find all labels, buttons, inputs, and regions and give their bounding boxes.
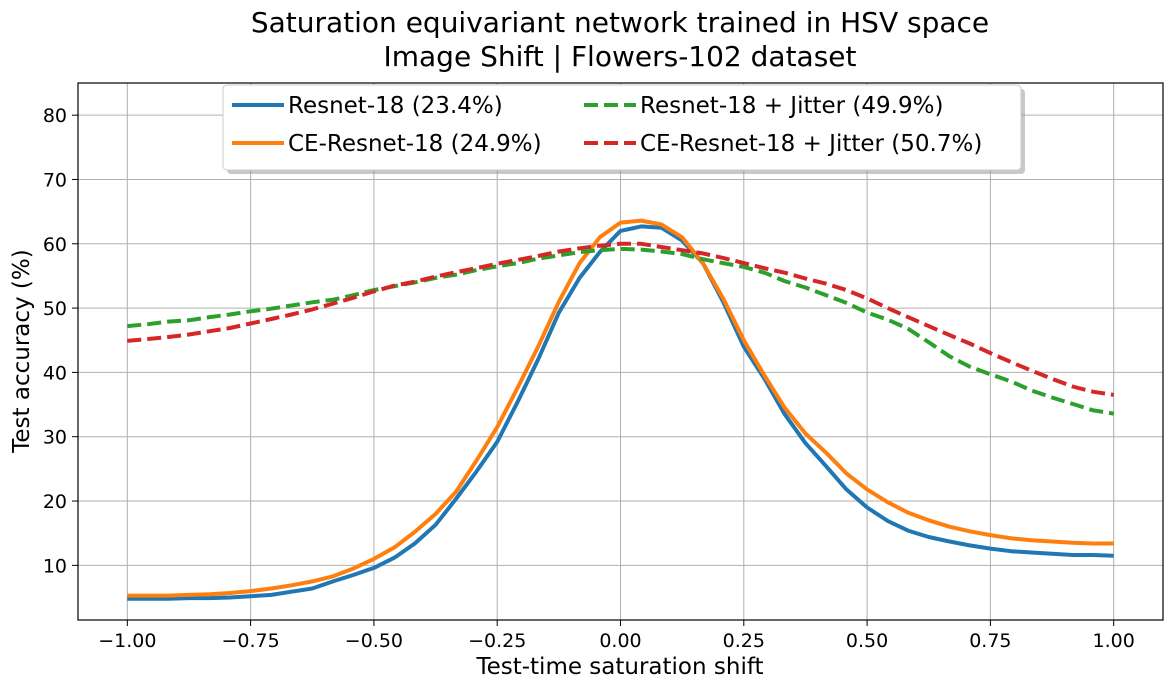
- series-line-ce-resnet-18-24-9: [127, 218, 1114, 598]
- x-tick-label: 0.50: [846, 630, 888, 652]
- x-tick-label: −0.50: [345, 630, 403, 652]
- x-tick-label: −1.00: [98, 630, 156, 652]
- y-tick-label: 70: [43, 169, 67, 191]
- y-tick-label: 80: [43, 105, 67, 127]
- chart-title: Saturation equivariant network trained i…: [251, 6, 989, 39]
- x-tick-label: −0.75: [221, 630, 279, 652]
- y-axis-label: Test accuracy (%): [9, 249, 35, 454]
- legend-label: Resnet-18 (23.4%): [288, 93, 503, 119]
- y-tick-label: 60: [43, 234, 67, 256]
- x-tick-label: 0.00: [599, 630, 641, 652]
- x-tick-label: 0.75: [969, 630, 1011, 652]
- data-series: [127, 218, 1115, 601]
- chart-subtitle: Image Shift | Flowers-102 dataset: [383, 40, 856, 73]
- legend: Resnet-18 (23.4%) CE-Resnet-18 (24.9%) Res…: [222, 84, 1025, 174]
- series-line-resnet-18-23-4: [127, 224, 1114, 601]
- y-tick-label: 50: [43, 298, 67, 320]
- x-axis-label: Test-time saturation shift: [475, 654, 763, 680]
- x-tick-label: −0.25: [468, 630, 526, 652]
- axis-ticks: −1.00 −0.75 −0.50 −0.25 0.00 0.25 0.50 0.75 1.00…: [43, 105, 1135, 652]
- legend-label: CE-Resnet-18 + Jitter (50.7%): [640, 131, 982, 157]
- y-tick-label: 10: [43, 555, 67, 577]
- x-tick-label: 0.25: [723, 630, 765, 652]
- y-tick-label: 30: [43, 427, 67, 449]
- legend-box: [222, 84, 1022, 171]
- series-line-resnet-18-jitter-49-9: [127, 246, 1115, 416]
- x-tick-label: 1.00: [1093, 630, 1135, 652]
- series-line-ce-resnet-18-jitter-50-7: [127, 241, 1115, 397]
- legend-label: Resnet-18 + Jitter (49.9%): [640, 93, 943, 119]
- legend-label: CE-Resnet-18 (24.9%): [288, 131, 542, 157]
- y-tick-label: 20: [43, 491, 67, 513]
- y-tick-label: 40: [43, 362, 67, 384]
